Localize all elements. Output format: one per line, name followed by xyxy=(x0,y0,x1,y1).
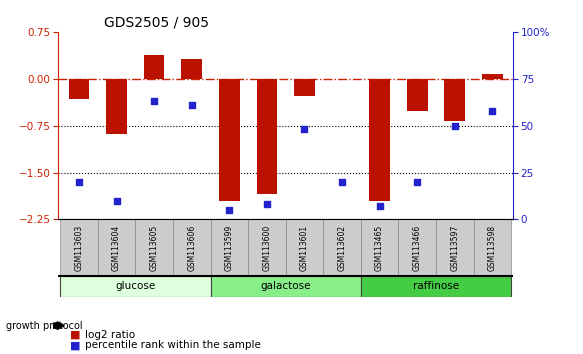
Bar xyxy=(135,219,173,275)
Text: percentile rank within the sample: percentile rank within the sample xyxy=(85,340,261,350)
Bar xyxy=(444,79,465,121)
Text: GSM113602: GSM113602 xyxy=(338,224,346,270)
Point xyxy=(187,102,196,108)
Point xyxy=(224,207,234,213)
Bar xyxy=(106,79,127,134)
Text: ■: ■ xyxy=(70,340,80,350)
Text: GSM113600: GSM113600 xyxy=(262,224,271,271)
Text: GSM113599: GSM113599 xyxy=(225,224,234,271)
Bar xyxy=(210,275,361,297)
Point xyxy=(149,98,159,104)
Text: glucose: glucose xyxy=(115,281,156,291)
Text: GDS2505 / 905: GDS2505 / 905 xyxy=(104,15,209,29)
Point xyxy=(74,179,83,185)
Bar xyxy=(248,219,286,275)
Bar xyxy=(286,219,323,275)
Text: GSM113605: GSM113605 xyxy=(150,224,159,271)
Text: galactose: galactose xyxy=(261,281,311,291)
Point xyxy=(112,198,121,204)
Bar xyxy=(436,219,473,275)
Point xyxy=(450,123,459,129)
Text: GSM113601: GSM113601 xyxy=(300,224,309,270)
Text: GSM113465: GSM113465 xyxy=(375,224,384,271)
Text: log2 ratio: log2 ratio xyxy=(85,330,135,339)
Bar xyxy=(219,79,240,201)
Bar xyxy=(69,79,89,99)
Bar xyxy=(398,219,436,275)
Bar xyxy=(257,79,277,194)
Text: GSM113597: GSM113597 xyxy=(450,224,459,271)
Text: growth protocol: growth protocol xyxy=(6,321,82,331)
Bar xyxy=(144,55,164,79)
Bar xyxy=(173,219,210,275)
Bar xyxy=(473,219,511,275)
Bar xyxy=(98,219,135,275)
Text: GSM113603: GSM113603 xyxy=(75,224,83,271)
Bar xyxy=(369,79,390,201)
Point xyxy=(413,179,422,185)
Bar xyxy=(407,79,427,111)
Bar xyxy=(361,275,511,297)
Text: GSM113598: GSM113598 xyxy=(488,224,497,270)
Text: GSM113606: GSM113606 xyxy=(187,224,196,271)
Bar xyxy=(181,59,202,79)
Bar xyxy=(60,219,98,275)
Point xyxy=(488,108,497,114)
Bar xyxy=(482,74,503,79)
Bar xyxy=(60,275,210,297)
Bar xyxy=(294,79,315,96)
Text: GSM113604: GSM113604 xyxy=(112,224,121,271)
Bar xyxy=(323,219,361,275)
Point xyxy=(262,202,272,207)
Point xyxy=(300,127,309,132)
Point xyxy=(375,204,384,209)
Bar xyxy=(361,219,398,275)
Bar xyxy=(210,219,248,275)
Text: ■: ■ xyxy=(70,330,80,339)
Point xyxy=(338,179,347,185)
Text: raffinose: raffinose xyxy=(413,281,459,291)
Text: GSM113466: GSM113466 xyxy=(413,224,422,271)
